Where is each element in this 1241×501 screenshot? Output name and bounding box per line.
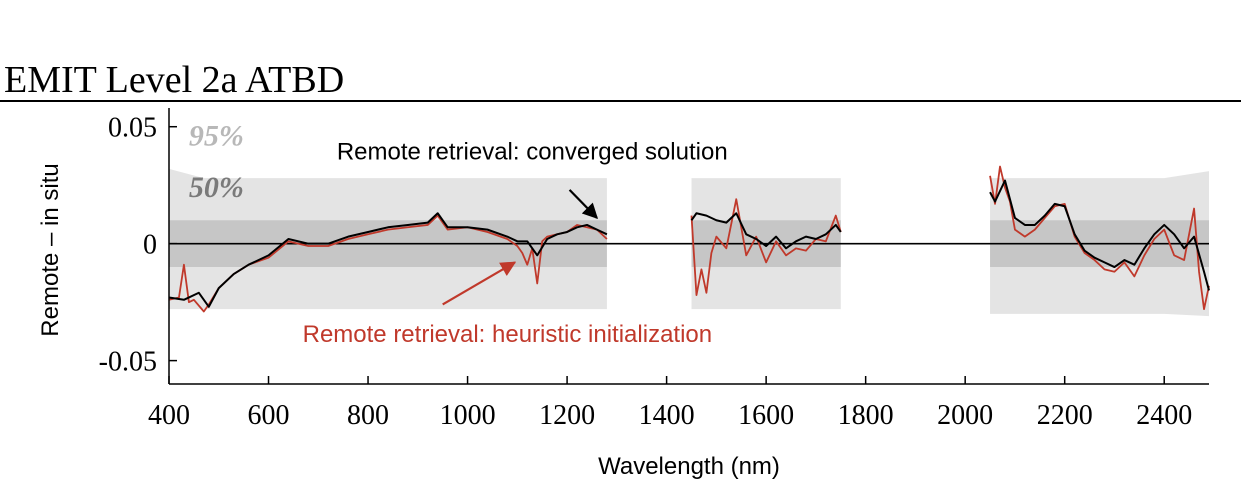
- heuristic-series-segment-0: [168, 214, 608, 313]
- x-tick-label-1800: 1800: [838, 400, 894, 431]
- y-axis-title: Remote – in situ: [37, 163, 64, 336]
- tick-labels: 400 600 800 1000 1200 1400 1600 1800 2000 2200 240…: [99, 113, 1193, 431]
- x-tick-label-400: 400: [148, 400, 190, 431]
- converged-annotation-label: Remote retrieval: converged solution: [337, 138, 728, 165]
- y-tick-label-2: 0.05: [108, 113, 157, 144]
- band-label-1: 50%: [189, 171, 244, 204]
- converged-annotation-arrow: [568, 189, 599, 220]
- document-header: EMIT Level 2a ATBD: [0, 52, 1241, 102]
- x-tick-label-800: 800: [347, 400, 389, 431]
- x-tick-label-2400: 2400: [1136, 400, 1192, 431]
- axes: [168, 108, 1209, 385]
- x-tick-label-1000: 1000: [440, 400, 496, 431]
- heuristic-series-segment-2: [989, 165, 1210, 311]
- series-layer: [168, 165, 1210, 313]
- y-tick-label-1: 0: [143, 230, 157, 261]
- converged-series-segment-1: [690, 212, 842, 250]
- header-rule: [0, 100, 1241, 102]
- heuristic-annotation-label: Remote retrieval: heuristic initializati…: [303, 321, 713, 348]
- band-labels: 95% 50%: [189, 119, 244, 203]
- heuristic-annotation-arrow: [442, 261, 517, 306]
- x-tick-label-2000: 2000: [937, 400, 993, 431]
- x-tick-label-1600: 1600: [738, 400, 794, 431]
- x-axis-title: Wavelength (nm): [598, 453, 780, 480]
- y-tick-label-0: -0.05: [99, 347, 157, 378]
- x-tick-label-1200: 1200: [539, 400, 595, 431]
- confidence-bands: [169, 168, 1209, 317]
- x-tick-label-1400: 1400: [639, 400, 695, 431]
- converged-series-segment-0: [168, 212, 608, 308]
- annotations: Remote retrieval: converged solution Remo…: [303, 138, 728, 347]
- x-tick-label-600: 600: [248, 400, 290, 431]
- x-tick-label-2200: 2200: [1037, 400, 1093, 431]
- document-title: EMIT Level 2a ATBD: [4, 59, 345, 101]
- band-label-0: 95%: [189, 119, 244, 152]
- converged-series-segment-2: [989, 179, 1210, 291]
